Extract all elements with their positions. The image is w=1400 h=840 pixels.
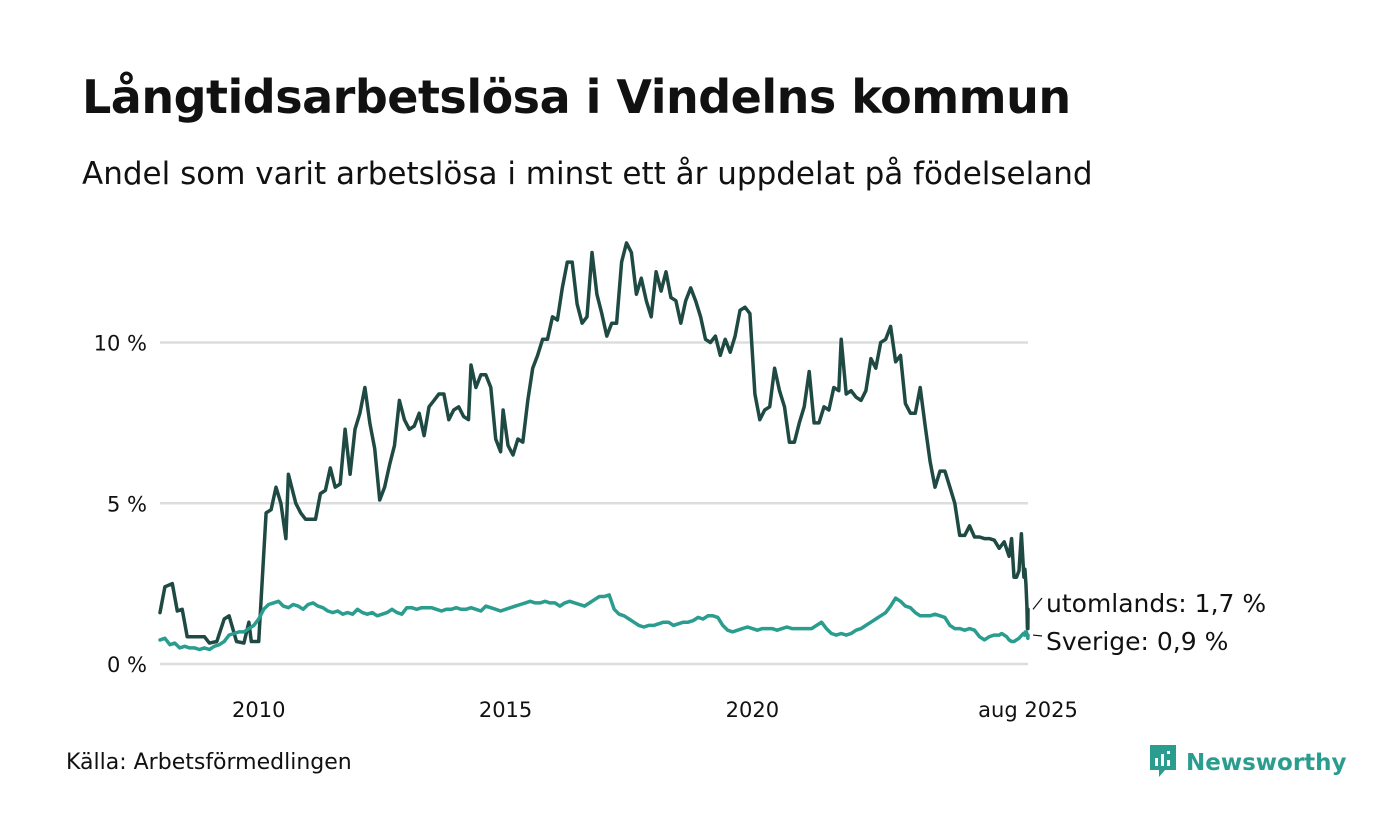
y-tick-label: 0 % bbox=[107, 653, 147, 677]
end-label-leader bbox=[1032, 597, 1043, 610]
end-labels: utomlands: 1,7 % Sverige: 0,9 % bbox=[1032, 589, 1266, 656]
x-tick-label: 2010 bbox=[232, 698, 285, 722]
newsworthy-logo-icon bbox=[1148, 743, 1178, 783]
y-tick-label: 5 % bbox=[107, 492, 147, 516]
y-axis: 0 % 5 % 10 % bbox=[94, 332, 147, 677]
x-tick-label: 2020 bbox=[726, 698, 779, 722]
source-note: Källa: Arbetsförmedlingen bbox=[66, 750, 352, 775]
chart-subtitle: Andel som varit arbetslösa i minst ett å… bbox=[82, 156, 1093, 192]
series-line-utomlands bbox=[158, 241, 1030, 645]
x-axis: 2010 2015 2020 aug 2025 bbox=[232, 698, 1078, 722]
x-tick-label: aug 2025 bbox=[978, 698, 1078, 722]
grid-layer bbox=[160, 341, 1028, 666]
x-tick-label: 2015 bbox=[479, 698, 532, 722]
brand[interactable]: Newsworthy bbox=[1148, 743, 1347, 783]
brand-name: Newsworthy bbox=[1186, 750, 1347, 776]
end-label-utomlands: utomlands: 1,7 % bbox=[1046, 589, 1266, 618]
series-layer bbox=[158, 241, 1030, 652]
chart-title: Långtidsarbetslösa i Vindelns kommun bbox=[82, 70, 1071, 124]
y-tick-label: 10 % bbox=[94, 332, 147, 356]
series-line-sverige bbox=[158, 593, 1030, 652]
end-label-leader bbox=[1032, 634, 1043, 637]
end-label-sverige: Sverige: 0,9 % bbox=[1046, 627, 1228, 656]
